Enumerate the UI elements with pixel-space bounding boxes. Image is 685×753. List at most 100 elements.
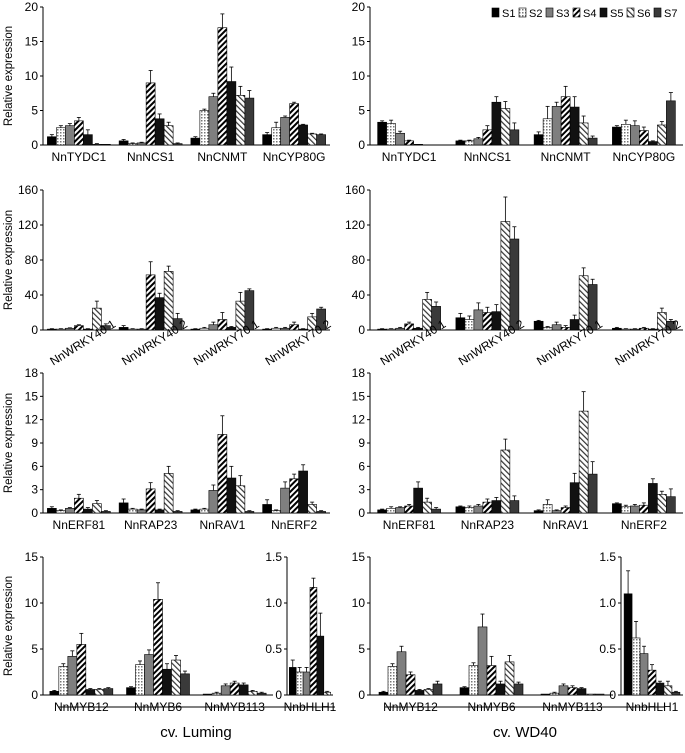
bar-s1 <box>262 328 272 331</box>
category-label: NnRAV1 <box>199 518 245 532</box>
y-tick-label: 1.5 <box>265 550 282 564</box>
bar-s5 <box>83 508 93 514</box>
y-tick-label: 0 <box>275 688 282 702</box>
bar-s3 <box>136 328 147 331</box>
bar-s4 <box>289 478 299 514</box>
bar-s4 <box>482 501 493 514</box>
bar-s7 <box>587 137 598 146</box>
bar-s6 <box>92 144 102 146</box>
y-tick-label: 5 <box>358 104 365 118</box>
bar-s3 <box>302 671 311 696</box>
legend-label-s7: S7 <box>664 8 677 20</box>
bar-s5 <box>491 311 502 331</box>
bar-s2 <box>386 123 396 146</box>
bar-s1 <box>533 510 544 514</box>
bar-s3 <box>136 142 147 146</box>
bar-s3 <box>208 96 219 146</box>
bar-s5 <box>569 106 580 146</box>
y-tick-label: 3 <box>358 483 365 497</box>
bar-s3 <box>395 132 405 146</box>
y-tick-label: 5 <box>31 104 38 118</box>
y-tick-label: 18 <box>25 366 39 380</box>
y-tick-label: 20 <box>25 0 39 14</box>
bar-s4 <box>74 120 84 146</box>
bar-s1 <box>118 327 129 331</box>
y-tick-label: 10 <box>25 69 39 83</box>
bar-s4 <box>153 599 163 696</box>
bar-s2 <box>127 328 138 331</box>
bar-s1 <box>190 328 201 331</box>
bar-s2 <box>464 319 475 331</box>
bar-s3 <box>630 125 640 146</box>
bar-s4 <box>560 507 571 514</box>
bar-s4 <box>74 497 84 514</box>
y-tick-label: 6 <box>358 459 365 473</box>
bar-s4 <box>639 130 649 146</box>
legend-label-s1: S1 <box>502 8 515 20</box>
bar-s3 <box>558 685 569 696</box>
legend-swatch-s5 <box>599 7 608 18</box>
bar-s5 <box>83 134 93 146</box>
bar-s2 <box>295 671 304 696</box>
bar-s2 <box>127 508 138 514</box>
y-tick-label: 9 <box>31 436 38 450</box>
bar-s2 <box>542 327 553 331</box>
bar-s1 <box>378 691 389 696</box>
footer-label-luming: cv. Luming <box>160 724 231 741</box>
category-label: NnWRKY70 1 <box>534 317 605 369</box>
panel-5: 0 3 6 9 12 15 18 Relative expression NnERF81 NnRA… <box>3 366 330 532</box>
bar-s6 <box>247 691 258 696</box>
bar-s6 <box>92 503 102 514</box>
y-tick-label: 0.5 <box>265 642 282 656</box>
bar-s2 <box>542 118 553 146</box>
bar-s1 <box>377 121 387 146</box>
bar-s3 <box>473 309 484 331</box>
y-tick-label: 15 <box>352 550 366 564</box>
bar-s4 <box>229 682 240 696</box>
bar-s1 <box>455 317 466 331</box>
bar-s2 <box>56 328 66 331</box>
bar-s1 <box>190 137 201 146</box>
y-tick-label: 1.0 <box>265 596 282 610</box>
panel-3: 0 40 80 120 160 Relative expression NnWRKY40 1… <box>3 183 334 368</box>
bar-s4 <box>404 505 414 514</box>
bar-s7 <box>671 691 681 696</box>
bar-s5 <box>316 635 325 696</box>
y-tick-label: 18 <box>352 366 366 380</box>
bar-s4 <box>560 327 571 331</box>
bar-s6 <box>235 485 246 514</box>
bar-s2 <box>271 127 281 146</box>
bar-s3 <box>477 626 488 696</box>
bar-s5 <box>576 688 587 696</box>
bar-s5 <box>655 682 665 696</box>
bar-s1 <box>47 328 57 331</box>
y-tick-label: 15 <box>25 35 39 49</box>
y-tick-label: 0 <box>31 506 38 520</box>
category-label: NnRAP23 <box>461 518 515 532</box>
category-label: NnRAV1 <box>543 518 589 532</box>
y-tick-label: 80 <box>352 253 366 267</box>
bar-s1 <box>459 687 470 696</box>
category-label: NnERF2 <box>271 518 317 532</box>
bar-s1 <box>377 328 387 331</box>
legend-label-s6: S6 <box>637 8 650 20</box>
bar-s2 <box>386 328 396 331</box>
bar-s6 <box>578 275 589 331</box>
category-label: NnCNMT <box>541 150 592 164</box>
y-tick-label: 120 <box>18 218 38 232</box>
y-tick-label: 15 <box>25 389 39 403</box>
y-tick-label: 10 <box>352 596 366 610</box>
bar-s1 <box>455 140 466 146</box>
bar-s7 <box>666 496 676 514</box>
y-tick-label: 12 <box>25 413 39 427</box>
bar-s2 <box>271 510 281 514</box>
bar-s7 <box>431 508 441 514</box>
bar-s1 <box>288 667 297 696</box>
bar-s6 <box>323 691 331 696</box>
bar-s4 <box>74 325 84 331</box>
legend-label-s3: S3 <box>556 8 569 20</box>
bar-s4 <box>639 327 649 331</box>
